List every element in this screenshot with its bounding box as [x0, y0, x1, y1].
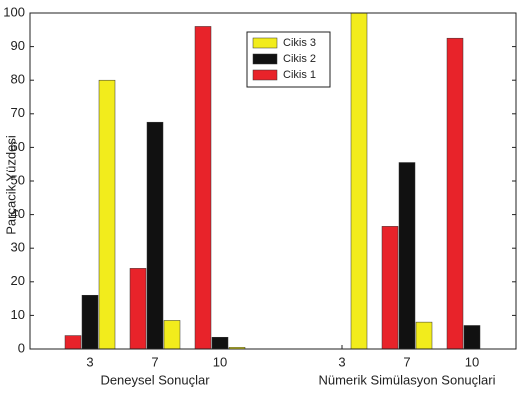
bar — [415, 321, 433, 350]
group-label: Nümerik Simülasyon Sonuçlari — [318, 372, 495, 387]
y-tick-label: 70 — [11, 105, 25, 120]
y-tick-label: 60 — [11, 139, 25, 154]
bar — [64, 335, 82, 350]
x-tick-label: 3 — [338, 354, 345, 369]
y-tick-label: 80 — [11, 72, 25, 87]
bar — [129, 268, 147, 350]
y-tick-label: 0 — [18, 340, 25, 355]
bar — [163, 320, 181, 350]
y-tick-label: 40 — [11, 206, 25, 221]
plot-frame — [29, 12, 517, 350]
bar — [146, 121, 164, 350]
bar — [194, 26, 212, 350]
legend-swatch — [252, 53, 278, 65]
y-tick-label: 100 — [3, 4, 25, 19]
y-tick-label: 20 — [11, 273, 25, 288]
legend-swatch — [252, 69, 278, 81]
y-tick-label: 50 — [11, 172, 25, 187]
y-tick-label: 30 — [11, 240, 25, 255]
x-tick-label: 10 — [213, 354, 227, 369]
bar — [381, 226, 399, 350]
bar — [98, 79, 116, 350]
x-tick-label: 7 — [151, 354, 158, 369]
bar — [446, 37, 464, 350]
group-label: Deneysel Sonuçlar — [100, 372, 210, 387]
y-tick-label: 10 — [11, 307, 25, 322]
x-tick-label: 7 — [403, 354, 410, 369]
bar — [350, 12, 368, 350]
y-tick-label: 90 — [11, 38, 25, 53]
legend-swatch — [252, 37, 278, 49]
bar — [398, 162, 416, 350]
bar — [463, 325, 481, 350]
bar — [211, 336, 229, 350]
legend-label: Cikis 3 — [283, 37, 316, 49]
x-tick-label: 10 — [465, 354, 479, 369]
y-axis-label: Parçacik Yüzdesi — [3, 135, 18, 235]
x-tick-label: 3 — [86, 354, 93, 369]
legend-label: Cikis 2 — [283, 53, 316, 65]
bar — [81, 294, 99, 350]
legend-label: Cikis 1 — [283, 69, 316, 81]
